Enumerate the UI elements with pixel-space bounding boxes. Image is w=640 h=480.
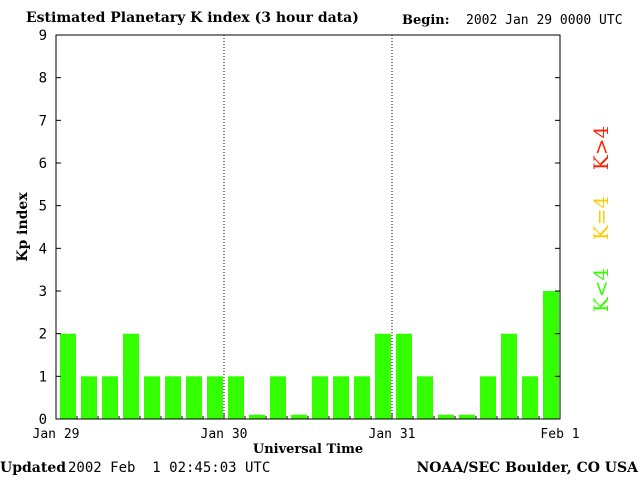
x-tick-label-1: Jan 30 [201, 427, 248, 442]
kp-bar-14 [354, 376, 370, 419]
legend-item-1: K=4 [589, 196, 613, 240]
legend-item-0: K<4 [589, 268, 613, 312]
kp-bar-15 [375, 333, 391, 419]
kp-bar-20 [480, 376, 496, 419]
credit-text: NOAA/SEC Boulder, CO USA [416, 460, 639, 476]
kp-bar-2 [102, 376, 118, 419]
kp-bar-7 [207, 376, 223, 419]
kp-bar-21 [501, 333, 517, 419]
y-tick-label-0: 0 [39, 412, 47, 428]
kp-bar-4 [144, 376, 160, 419]
y-tick-label-7: 7 [39, 113, 47, 129]
kp-bar-6 [186, 376, 202, 419]
kp-bar-3 [123, 333, 139, 419]
kp-bar-18 [438, 414, 454, 419]
updated-label: Updated [0, 460, 67, 476]
kp-bar-10 [270, 376, 286, 419]
y-tick-label-9: 9 [39, 28, 47, 44]
y-tick-label-1: 1 [39, 369, 47, 385]
kp-bar-11 [291, 414, 307, 419]
kp-bar-0 [60, 333, 76, 419]
begin-label: Begin: [402, 13, 450, 28]
kp-bar-9 [249, 414, 265, 419]
begin-value: 2002 Jan 29 0000 UTC [466, 13, 623, 28]
x-tick-label-3: Feb 1 [540, 427, 579, 442]
y-tick-label-4: 4 [39, 241, 47, 257]
kp-bar-19 [459, 414, 475, 419]
x-axis-label: Universal Time [253, 442, 363, 457]
x-tick-label-0: Jan 29 [33, 427, 80, 442]
x-tick-label-2: Jan 31 [369, 427, 416, 442]
y-tick-label-6: 6 [39, 156, 47, 172]
legend-item-2: K>4 [589, 126, 613, 170]
kp-bar-23 [543, 291, 559, 419]
kp-bar-8 [228, 376, 244, 419]
kp-bar-16 [396, 333, 412, 419]
updated-value: 2002 Feb 1 02:45:03 UTC [68, 460, 271, 476]
y-axis-label: Kp index [15, 192, 31, 262]
y-tick-label-2: 2 [39, 327, 47, 343]
chart-title: Estimated Planetary K index (3 hour data… [26, 10, 359, 26]
kp-bar-5 [165, 376, 181, 419]
kp-bar-13 [333, 376, 349, 419]
kp-bar-17 [417, 376, 433, 419]
kp-bar-22 [522, 376, 538, 419]
kp-bar-1 [81, 376, 97, 419]
kp-bar-12 [312, 376, 328, 419]
y-tick-label-5: 5 [39, 199, 47, 215]
y-tick-label-3: 3 [39, 284, 47, 300]
y-tick-label-8: 8 [39, 71, 47, 87]
